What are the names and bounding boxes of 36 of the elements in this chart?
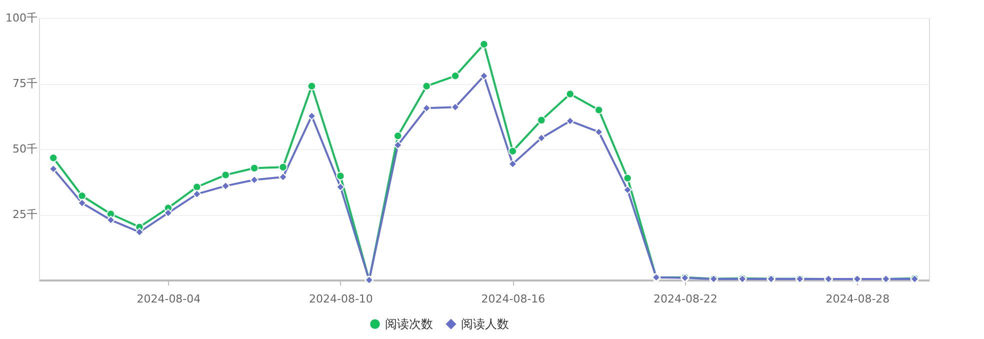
legend-label: 阅读次数 [385, 317, 433, 332]
point [594, 106, 604, 114]
x-tick-label: 2024-08-16 [481, 292, 546, 306]
point [394, 132, 402, 140]
point [164, 208, 173, 218]
point [566, 116, 574, 126]
point [450, 72, 460, 80]
point [192, 190, 202, 198]
point [537, 116, 546, 125]
point [480, 72, 488, 80]
point [278, 162, 288, 172]
x-tick-label: 2024-08-10 [308, 292, 373, 306]
point [623, 174, 632, 182]
y-tick-label: 25千 [12, 208, 38, 221]
point [221, 170, 230, 180]
x-tick-label: 2024-08-28 [826, 292, 890, 306]
point [78, 192, 86, 200]
point [192, 182, 202, 192]
y-tick-label: 75千 [12, 77, 38, 90]
point [221, 182, 230, 190]
point [307, 82, 316, 90]
y-tick-label: 50千 [12, 142, 38, 156]
point [250, 164, 259, 172]
point [480, 40, 488, 49]
legend-label: 阅读人数 [461, 317, 509, 332]
x-tick-label: 2024-08-04 [136, 292, 201, 306]
point [422, 82, 431, 90]
x-tick-label: 2024-08-22 [654, 292, 718, 306]
point [106, 216, 116, 224]
point [336, 172, 345, 180]
point [537, 134, 546, 142]
point [566, 90, 574, 98]
point [336, 182, 345, 192]
point [135, 228, 144, 236]
y-tick-label: 100千 [6, 12, 38, 24]
point [508, 146, 518, 156]
